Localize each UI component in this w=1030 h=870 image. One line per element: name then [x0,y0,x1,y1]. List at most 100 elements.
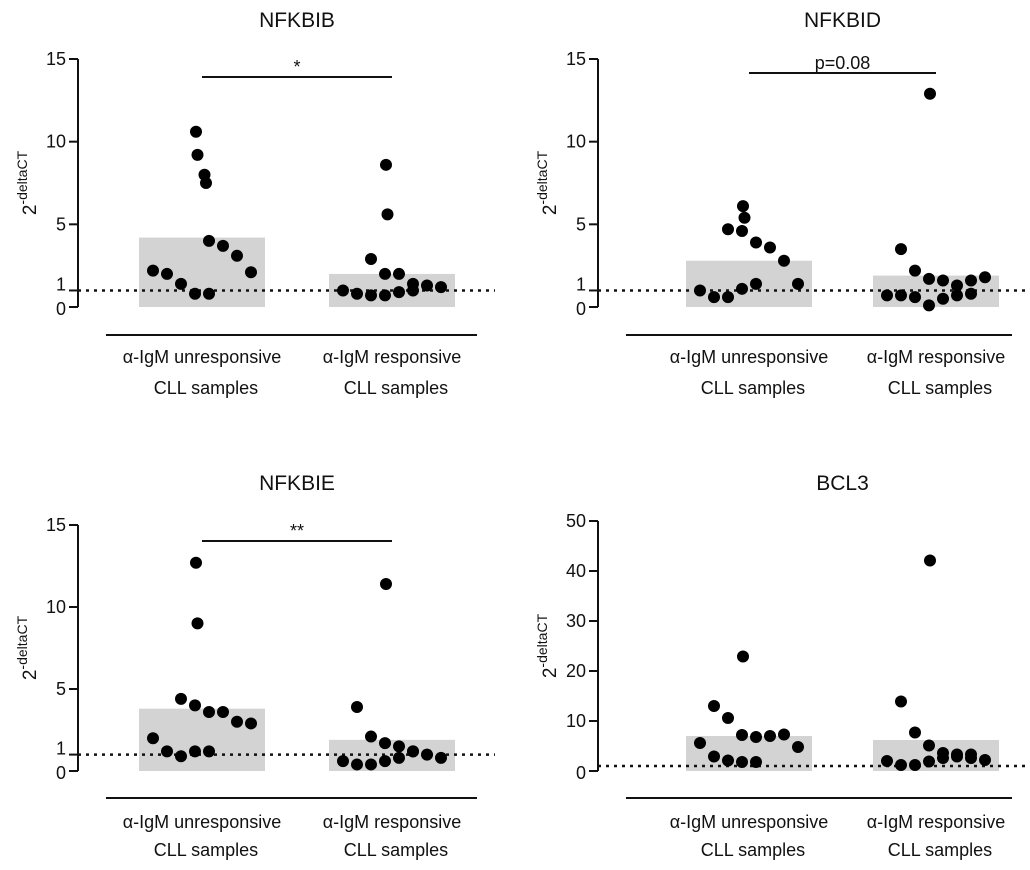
x-category-label: α-IgM unresponsive [670,347,828,367]
data-point [951,750,963,763]
data-point [365,758,377,771]
data-point [365,253,377,266]
x-category-label: CLL samples [888,378,992,398]
y-axis-label-superscript: -deltaCT [534,613,550,667]
data-point [407,284,419,297]
data-point [351,287,363,300]
data-point [190,556,202,569]
y-tick-label: 40 [566,561,586,581]
data-point [435,751,447,764]
data-point [737,200,749,213]
y-tick-label: 10 [566,132,586,152]
data-point [881,755,893,767]
data-point [764,241,776,254]
data-point [951,289,963,302]
data-point [189,699,201,712]
y-axis-label: 2-deltaCT [534,613,561,678]
data-point [737,650,749,663]
y-tick-label: 10 [46,132,66,152]
data-point [750,731,762,743]
data-point [722,754,734,767]
y-tick-label: 50 [566,511,586,531]
y-tick-label: 15 [566,49,586,69]
data-point [407,745,419,758]
x-category-label: α-IgM unresponsive [123,347,281,367]
data-point [722,291,734,304]
data-point [175,692,187,705]
data-point [778,728,790,741]
data-point [393,267,405,280]
data-point [750,277,762,290]
x-category-label: α-IgM unresponsive [123,812,281,832]
data-point [337,755,349,768]
data-point [792,741,804,753]
data-point [736,224,748,237]
y-tick-label: 1 [576,274,586,294]
data-point [379,737,391,750]
y-axis-label: 2-deltaCT [14,150,41,215]
data-point [191,617,204,630]
significance-label: ** [290,521,304,541]
y-tick-label: 1 [56,739,66,759]
data-point [881,289,893,302]
data-point [379,289,391,302]
data-point [923,272,935,285]
data-point [694,284,706,297]
x-category-label: CLL samples [154,840,258,860]
x-category-label: α-IgM unresponsive [670,812,828,832]
x-category-label: α-IgM responsive [323,812,461,832]
data-point [393,286,405,299]
data-point [736,282,748,295]
chart-title: NFKBIE [259,472,335,495]
x-category-label: α-IgM responsive [867,347,1005,367]
y-tick-label: 0 [56,299,66,319]
y-axis-label-superscript: -deltaCT [534,150,550,204]
data-point [792,277,804,290]
y-tick-label: 0 [56,763,66,783]
data-point [764,730,776,742]
data-point [909,759,921,771]
data-point [923,299,935,312]
data-point [231,715,243,728]
data-point [189,287,201,300]
y-axis-label-base: 2 [20,205,41,216]
data-point [191,148,204,161]
x-category-label: CLL samples [344,840,448,860]
chart-title: NFKBIB [259,9,335,32]
chart-title: NFKBID [804,9,881,32]
y-tick-label: 30 [566,611,586,631]
data-point [435,281,447,294]
x-category-label: α-IgM responsive [323,347,461,367]
y-tick-label: 5 [576,214,586,234]
data-point [694,737,706,749]
data-point [203,234,215,247]
x-category-label: α-IgM responsive [867,812,1005,832]
data-point [203,745,215,758]
data-point [750,236,762,249]
y-axis-label-base: 2 [540,668,561,679]
data-point [231,249,243,262]
data-point [924,87,936,100]
data-point [778,254,790,267]
data-point [175,750,187,763]
x-category-label: CLL samples [701,840,805,860]
data-point [965,748,977,761]
data-point [351,758,363,771]
data-point [937,274,949,287]
data-point [379,755,391,768]
data-point [393,751,405,764]
data-point [189,745,201,758]
data-point [393,740,405,753]
data-point [217,239,229,252]
y-tick-label: 10 [566,711,586,731]
data-point [421,279,433,292]
y-tick-label: 10 [46,597,66,617]
data-point [736,729,748,741]
data-point [217,705,229,718]
data-point [895,289,907,302]
y-axis-label: 2-deltaCT [14,615,41,680]
